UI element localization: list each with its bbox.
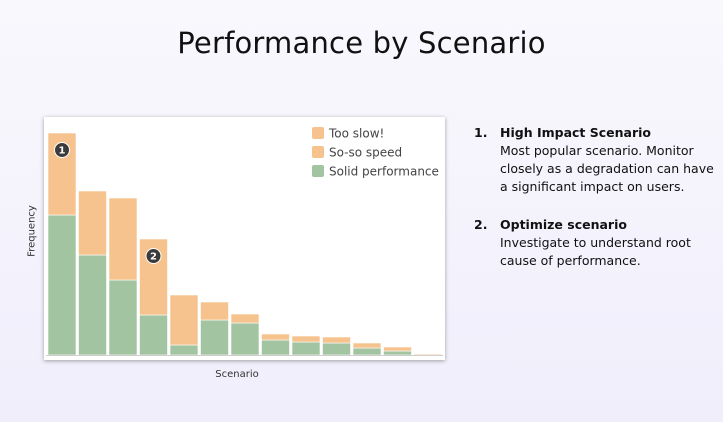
bar-segment-11-solid	[352, 347, 382, 356]
note-number: 1.	[474, 125, 488, 140]
bar-segment-8-soso	[261, 333, 290, 341]
bar-segment-9-soso	[291, 335, 321, 343]
bar-segment-10-soso	[322, 336, 351, 344]
bar-segment-2-solid	[78, 254, 107, 356]
bar-segment-5-soso	[169, 294, 199, 346]
bar-segment-11-soso	[352, 342, 382, 349]
annotation-label-1: 1	[59, 146, 66, 157]
legend-label-3: Solid performance	[329, 165, 439, 179]
y-axis-label: Frequency	[26, 205, 38, 257]
note-number: 2.	[474, 217, 488, 232]
note-item-2: 2. Optimize scenario Investigate to unde…	[474, 216, 719, 270]
bar-segment-12-solid	[383, 350, 412, 356]
bar-segment-1-solid	[47, 214, 77, 356]
bar-segment-3-soso	[108, 197, 138, 281]
note-title: High Impact Scenario	[500, 125, 652, 140]
note-body: Investigate to understand root cause of …	[500, 235, 691, 268]
legend-label-1: Too slow!	[328, 127, 384, 141]
bar-segment-12-soso	[383, 346, 412, 352]
legend-swatch-1	[312, 127, 324, 139]
note-body: Most popular scenario. Monitor closely a…	[500, 143, 714, 194]
bar-segment-10-solid	[322, 342, 351, 356]
legend-swatch-3	[312, 165, 324, 177]
bar-segment-6-soso	[200, 301, 229, 321]
bar-segment-3-solid	[108, 279, 138, 356]
bar-segment-9-solid	[291, 341, 321, 356]
bar-segment-6-solid	[200, 319, 229, 356]
bar-segment-4-solid	[139, 314, 168, 356]
legend-swatch-2	[312, 146, 324, 158]
slide-title: Performance by Scenario	[177, 26, 546, 60]
x-axis-label: Scenario	[215, 369, 259, 380]
bar-segment-7-soso	[230, 313, 260, 324]
stacked-bar-chart: 1 2 Too slow! So-so speed Solid performance	[46, 127, 443, 356]
note-title: Optimize scenario	[500, 217, 627, 232]
bar-segment-5-solid	[169, 344, 199, 356]
chart-panel: 1 2 Too slow! So-so speed Solid performance	[44, 117, 445, 360]
bar-segment-13-soso	[413, 353, 443, 356]
bar-segment-8-solid	[261, 339, 290, 356]
annotation-badge-1	[54, 142, 70, 158]
annotation-label-2: 2	[150, 252, 157, 263]
annotation-badge-2	[145, 248, 162, 264]
bar-segment-7-solid	[230, 322, 260, 356]
note-item-1: 1. High Impact Scenario Most popular sce…	[474, 124, 719, 196]
bar-segment-2-soso	[78, 190, 107, 256]
legend-label-2: So-so speed	[329, 146, 402, 160]
notes-list: 1. High Impact Scenario Most popular sce…	[474, 124, 719, 270]
